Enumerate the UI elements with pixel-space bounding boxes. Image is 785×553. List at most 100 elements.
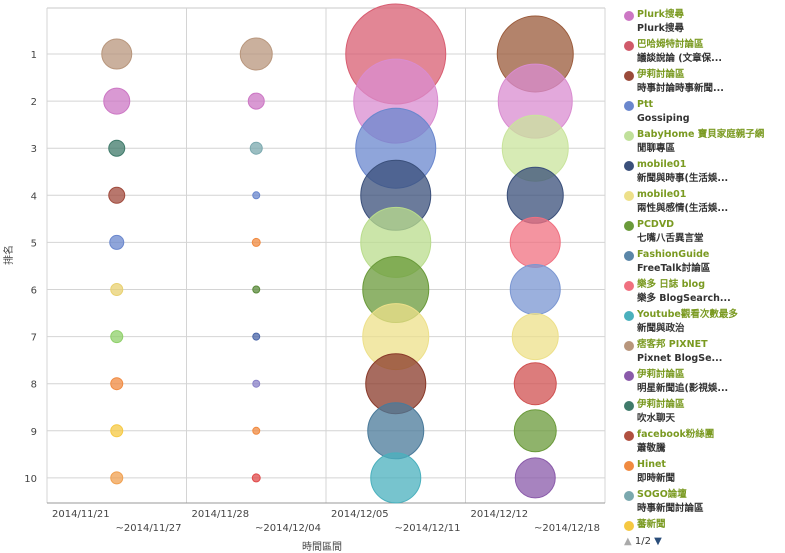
legend-site-name: FashionGuide — [637, 249, 710, 260]
legend-site-name: 巴哈姆特討論區 — [637, 39, 704, 50]
legend-site-name: Ptt — [637, 99, 654, 110]
legend-item[interactable]: mobile01 兩性與感情(生活娛... — [622, 188, 782, 218]
bubble-point — [252, 332, 261, 341]
bubble-point — [252, 379, 261, 388]
legend-item[interactable]: PCDVD 七嘴八舌異言堂 — [622, 218, 782, 248]
legend-item[interactable]: 痞客邦 PIXNET Pixnet BlogSe... — [622, 338, 782, 368]
legend-board-name: 吹水聊天 — [637, 413, 676, 424]
legend-item[interactable]: Youtube觀看次數最多 新聞與政治 — [622, 308, 782, 338]
bubble-point — [101, 38, 133, 70]
legend-item[interactable]: mobile01 新聞與時事(生活娛... — [622, 158, 782, 188]
page-down-icon[interactable]: ▼ — [654, 536, 662, 547]
legend-item[interactable]: Ptt Gossiping — [622, 98, 782, 128]
legend-marker-icon — [624, 431, 634, 441]
bubble-point — [108, 139, 126, 157]
y-tick-label: 5 — [31, 238, 37, 249]
legend-board-name: 時事新聞討論區 — [637, 503, 704, 514]
legend-site-name: mobile01 — [637, 189, 687, 200]
legend-site-name: Plurk搜尋 — [637, 9, 684, 20]
legend-marker-icon — [624, 131, 634, 141]
y-axis-ticks: 1 2 3 4 5 6 7 8 9 10 — [24, 50, 37, 485]
bubble-point — [110, 330, 124, 344]
bubble-point — [367, 402, 425, 460]
bubble-layer — [101, 3, 574, 504]
legend-board-name: FreeTalk討論區 — [637, 263, 711, 274]
x-tick-label: ~2014/12/04 — [255, 523, 321, 534]
bubble-point — [252, 426, 261, 435]
legend-item[interactable]: BabyHome 寶貝家庭親子網 閒聊專區 — [622, 128, 782, 158]
y-tick-label: 7 — [31, 333, 37, 344]
y-tick-label: 9 — [31, 427, 37, 438]
legend-item[interactable]: FashionGuide FreeTalk討論區 — [622, 248, 782, 278]
bubble-point — [509, 216, 561, 268]
legend-marker-icon — [624, 491, 634, 501]
y-tick-label: 4 — [31, 191, 37, 202]
y-tick-label: 6 — [31, 286, 37, 297]
bubble-point — [110, 283, 124, 296]
y-tick-label: 10 — [24, 474, 37, 485]
x-tick-label: ~2014/12/11 — [394, 523, 460, 534]
x-tick-label: ~2014/11/27 — [115, 523, 181, 534]
x-tick-label: ~2014/12/18 — [534, 523, 600, 534]
legend-board-name: Gossiping — [637, 113, 690, 124]
bubble-point — [108, 186, 126, 204]
legend-board-name: 兩性與感情(生活娛... — [637, 203, 729, 214]
legend-marker-icon — [624, 461, 634, 471]
legend-marker-icon — [624, 341, 634, 351]
legend-site-name: Hinet — [637, 459, 666, 470]
legend-item[interactable]: 巴哈姆特討論區 議談說論 (文章保... — [622, 38, 782, 68]
legend-item[interactable]: 伊莉討論區 時事討論時事新聞... — [622, 68, 782, 98]
page-up-icon[interactable]: ▲ — [624, 536, 632, 547]
legend-board-name: 新聞與時事(生活娛... — [637, 173, 729, 184]
legend-item[interactable]: 伊莉討論區 吹水聊天 — [622, 398, 782, 428]
x-tick-label: 2014/12/12 — [471, 509, 529, 520]
legend-site-name: 伊莉討論區 — [637, 399, 685, 410]
legend-site-name: 痞客邦 PIXNET — [637, 339, 708, 350]
bubble-point — [247, 92, 265, 110]
legend-board-name: 新聞與政治 — [637, 323, 685, 334]
legend-site-name: PCDVD — [637, 219, 675, 230]
x-tick-label: 2014/11/28 — [192, 509, 250, 520]
legend-marker-icon — [624, 521, 634, 531]
bubble-point — [249, 141, 263, 155]
legend-item[interactable]: Hinet 即時新聞 — [622, 458, 782, 488]
legend-item[interactable]: 蕃新聞 — [622, 518, 782, 548]
x-axis-title: 時間區間 — [302, 541, 342, 553]
legend-site-name: Youtube觀看次數最多 — [637, 309, 738, 320]
legend-item[interactable]: 伊莉討論區 明星新聞追(影視娛... — [622, 368, 782, 398]
legend-marker-icon — [624, 221, 634, 231]
bubble-point — [252, 191, 261, 200]
bubble-point — [239, 37, 273, 71]
y-tick-label: 8 — [31, 380, 37, 391]
legend: Plurk搜尋 Plurk搜尋 巴哈姆特討論區 議談說論 (文章保... 伊莉討論區 時事… — [622, 8, 782, 548]
legend-site-name: 樂多 日誌 blog — [637, 279, 705, 290]
x-tick-label: 2014/11/21 — [52, 509, 110, 520]
bubble-point — [513, 409, 557, 453]
bubble-point — [514, 457, 556, 499]
legend-marker-icon — [624, 281, 634, 291]
legend-marker-icon — [624, 401, 634, 411]
legend-board-name: Pixnet BlogSe... — [637, 353, 723, 364]
x-tick-label: 2014/12/05 — [331, 509, 389, 520]
bubble-point — [509, 264, 561, 315]
legend-marker-icon — [624, 41, 634, 51]
legend-item[interactable]: 樂多 日誌 blog 樂多 BlogSearch... — [622, 278, 782, 308]
y-tick-label: 3 — [31, 144, 37, 155]
bubble-point — [110, 377, 124, 391]
bubble-point — [251, 237, 261, 247]
bubble-point — [103, 87, 131, 115]
legend-site-name: 蕃新聞 — [637, 519, 666, 530]
legend-marker-icon — [624, 251, 634, 261]
bubble-point — [110, 424, 124, 438]
legend-item[interactable]: Plurk搜尋 Plurk搜尋 — [622, 8, 782, 38]
y-axis-title: 排名 — [2, 245, 15, 265]
legend-site-name: 伊莉討論區 — [637, 369, 685, 380]
legend-marker-icon — [624, 11, 634, 21]
legend-board-name: 七嘴八舌異言堂 — [637, 233, 704, 244]
legend-item[interactable]: facebook粉絲團 蕭敬騰 — [622, 428, 782, 458]
bubble-point — [370, 452, 422, 504]
legend-marker-icon — [624, 161, 634, 171]
legend-item[interactable]: SOGO論壇 時事新聞討論區 — [622, 488, 782, 518]
bubble-point — [109, 234, 125, 250]
